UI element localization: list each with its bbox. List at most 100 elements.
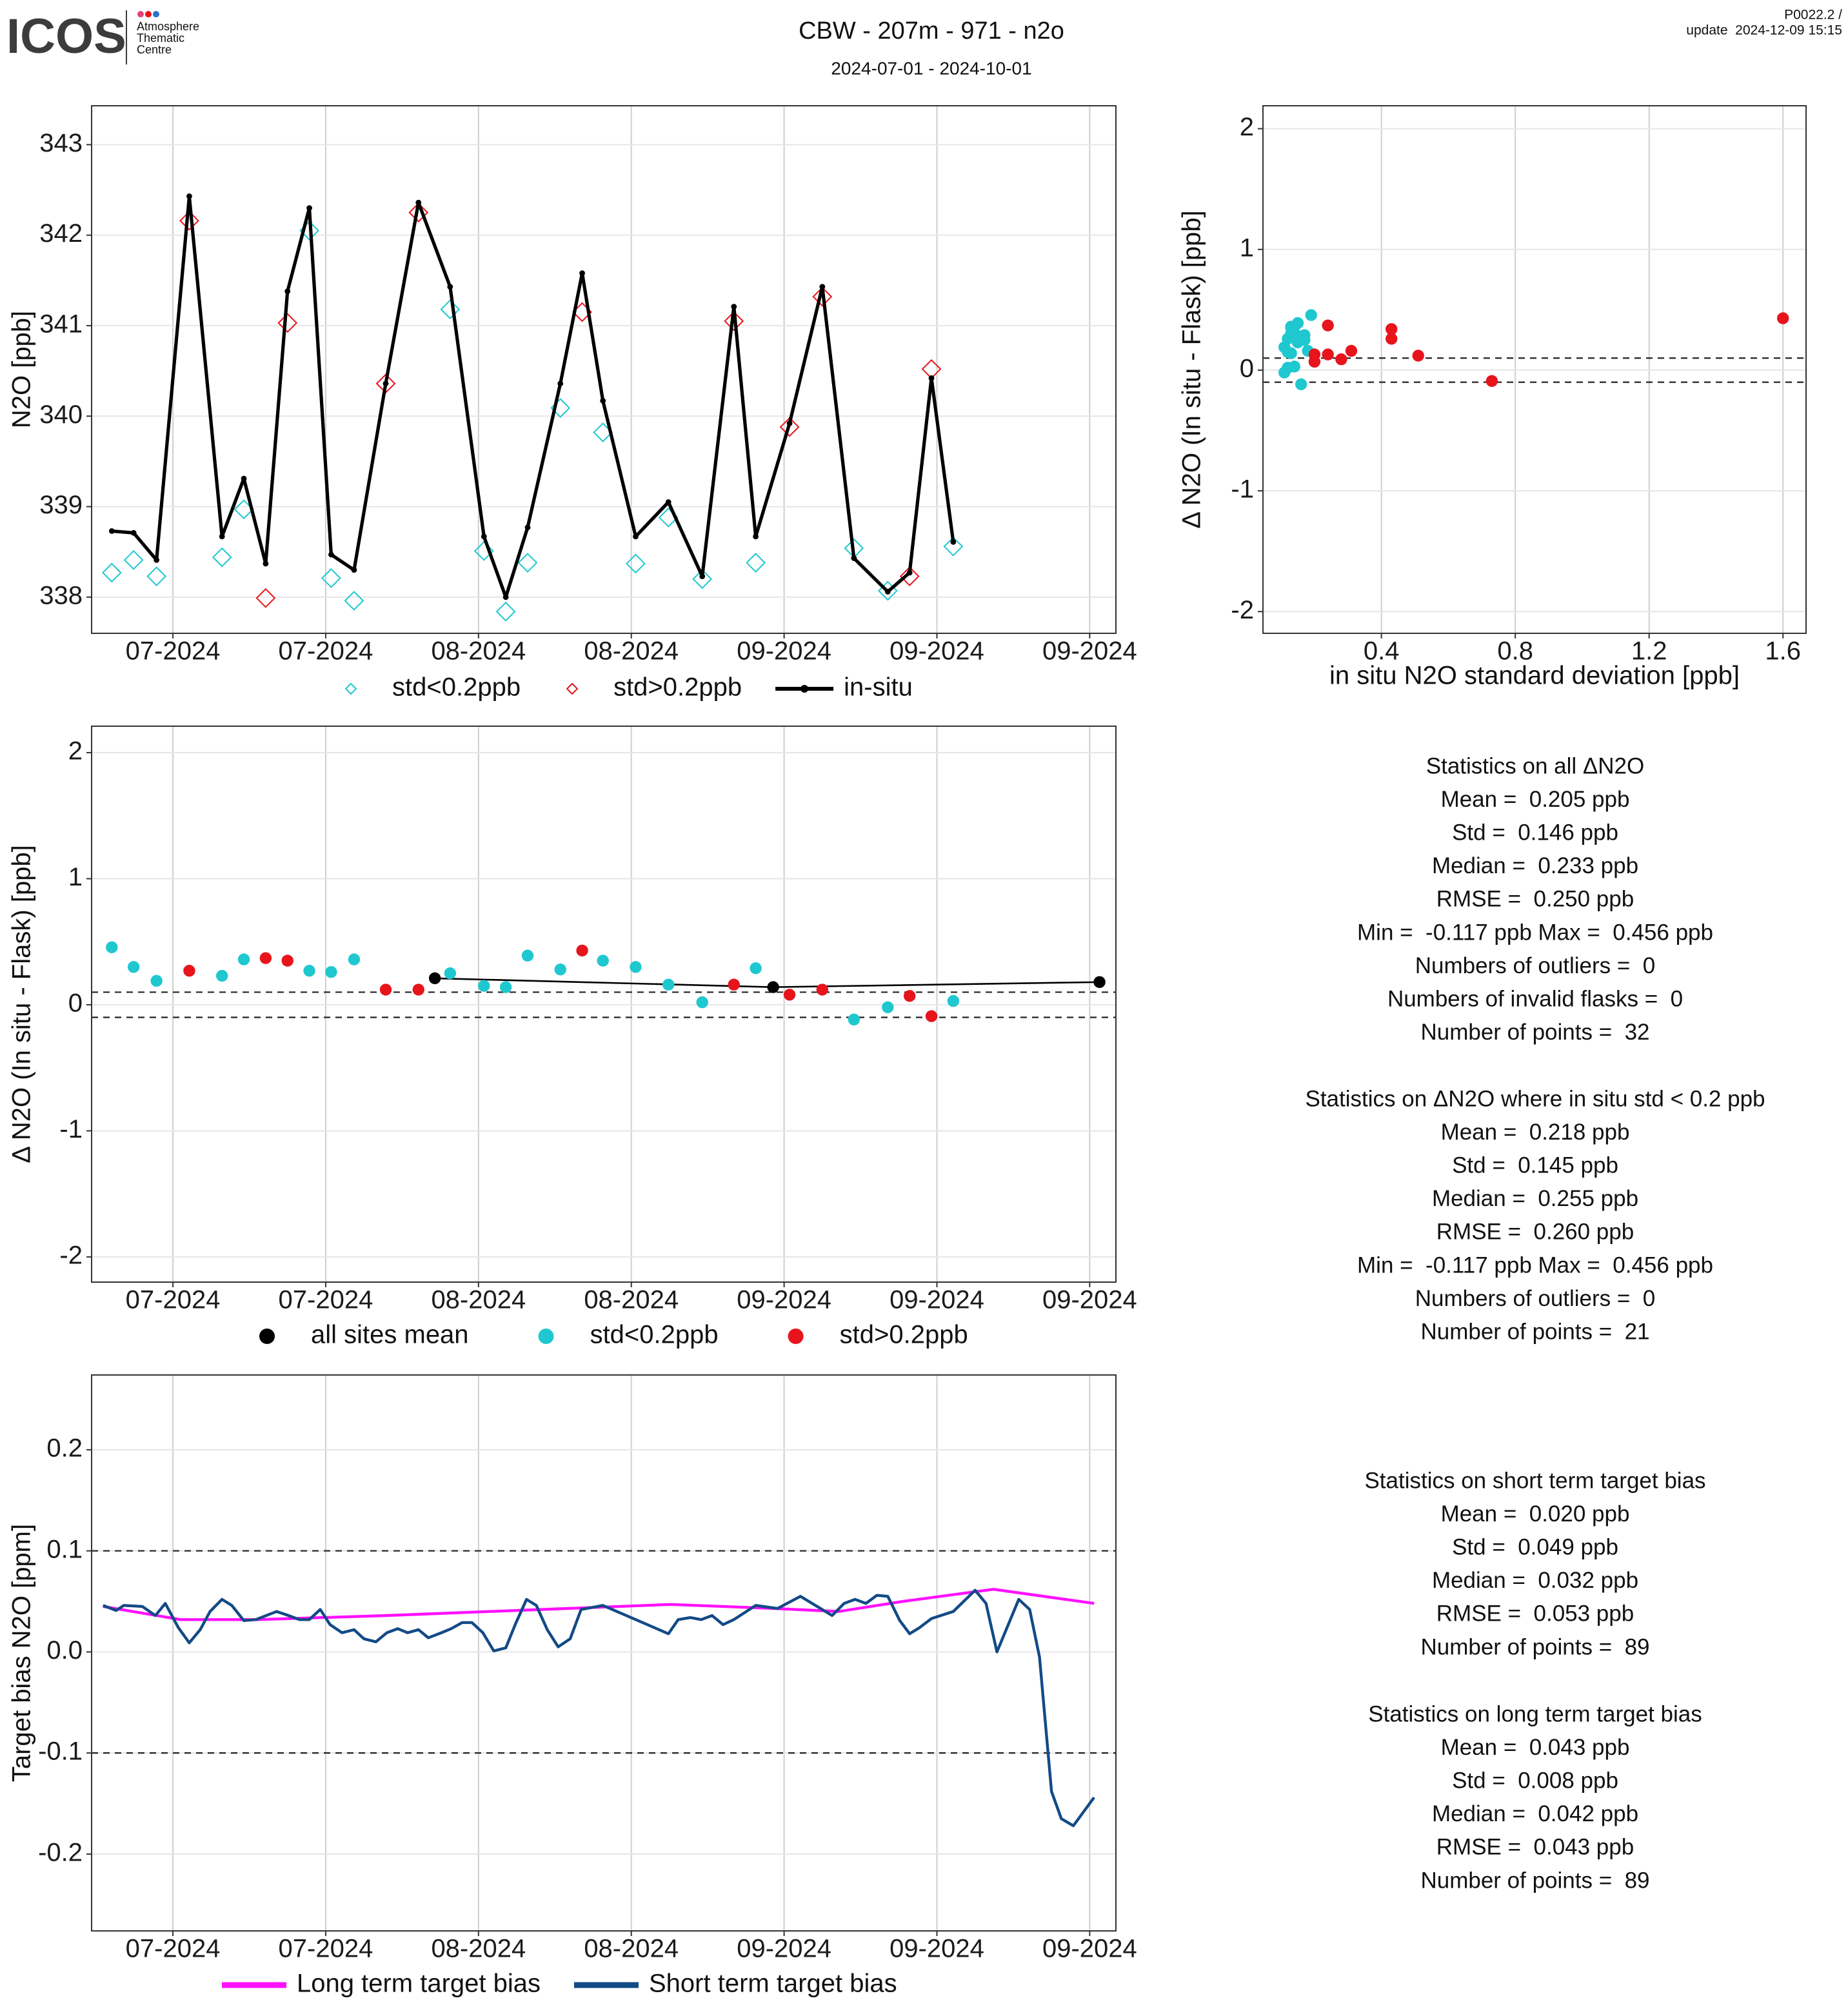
data-point [665, 499, 671, 505]
stats-line: Number of points = 89 [1420, 1868, 1649, 1893]
data-point [444, 967, 457, 980]
data-point [947, 994, 960, 1007]
logo-dot [137, 11, 144, 17]
y-axis-title: N2O [ppb] [8, 311, 36, 428]
data-point [1308, 355, 1321, 368]
x-tick-label: 09-2024 [737, 637, 831, 666]
x-tick-label: 07-2024 [126, 1286, 221, 1314]
data-point [950, 539, 957, 545]
stats-line: Number of points = 21 [1420, 1319, 1649, 1344]
data-point [600, 398, 606, 404]
stats-line: Numbers of invalid flasks = 0 [1387, 986, 1683, 1011]
data-point [1285, 347, 1297, 359]
data-point [241, 475, 247, 482]
x-tick-label: 07-2024 [126, 1935, 221, 1963]
logo-line: Atmosphere [137, 20, 199, 33]
legend-symbol [800, 685, 809, 693]
stats-line: Median = 0.233 ppb [1432, 853, 1638, 878]
data-point [783, 989, 796, 1001]
y-tick-label: -1 [59, 1115, 83, 1143]
data-point [819, 284, 826, 290]
data-point [1412, 350, 1424, 362]
data-point [408, 203, 429, 222]
y-tick-label: 0.1 [46, 1535, 83, 1563]
data-point [219, 533, 225, 540]
data-point [746, 553, 766, 573]
logo-line: Thematic [137, 32, 184, 44]
y-tick-label: 342 [39, 219, 83, 248]
stats-line: Min = -0.117 ppb Max = 0.456 ppb [1357, 920, 1713, 945]
stats-line: Mean = 0.205 ppb [1441, 787, 1630, 812]
page-title: CBW - 207m - 971 - n2o [799, 17, 1064, 44]
data-point [812, 286, 833, 307]
y-tick-label: 1 [1240, 233, 1254, 262]
y-tick-label: 0 [1240, 354, 1254, 382]
legend-symbol [259, 1329, 275, 1344]
logo-dot [145, 11, 152, 17]
data-point [1386, 323, 1398, 335]
stats-line: Number of points = 89 [1420, 1634, 1649, 1659]
data-point [150, 974, 163, 987]
stats-line: Std = 0.146 ppb [1452, 820, 1618, 845]
stats-title: Statistics on all ΔN2O [1426, 753, 1645, 778]
data-point [106, 941, 118, 954]
data-point [925, 1010, 938, 1022]
logo-line: Centre [137, 43, 172, 56]
x-tick-label: 1.2 [1631, 637, 1667, 666]
data-point [478, 980, 490, 992]
data-point [928, 375, 935, 381]
data-point [882, 1001, 894, 1014]
stats-line: RMSE = 0.043 ppb [1436, 1835, 1634, 1860]
data-point [499, 981, 512, 993]
data-point [906, 569, 913, 576]
data-point [108, 528, 115, 534]
legend-symbol [566, 682, 579, 695]
data-point [344, 591, 364, 611]
stats-title: Statistics on short term target bias [1364, 1468, 1705, 1493]
x-tick-label: 1.6 [1765, 637, 1801, 666]
data-point [943, 536, 964, 557]
data-point [321, 568, 341, 588]
x-tick-label: 09-2024 [889, 1935, 984, 1963]
y-tick-label: 2 [1240, 113, 1254, 141]
data-point [662, 978, 675, 991]
y-tick-label: 341 [39, 310, 83, 339]
stats-line: RMSE = 0.250 ppb [1436, 887, 1634, 912]
data-point [473, 540, 494, 561]
data-point [263, 560, 269, 567]
data-point [154, 557, 160, 563]
x-tick-label: 08-2024 [584, 637, 679, 666]
data-point [1278, 366, 1291, 379]
data-point [1322, 319, 1334, 331]
legend-symbol [344, 682, 357, 695]
data-point [259, 952, 272, 964]
data-point [123, 549, 144, 570]
plot-border [91, 105, 1117, 634]
data-point [1298, 329, 1311, 341]
data-point [1485, 375, 1498, 387]
logo: ICOS [6, 9, 126, 64]
stats-line: Mean = 0.218 ppb [1441, 1120, 1630, 1145]
data-point [237, 953, 250, 965]
data-point [351, 567, 357, 573]
update-date: update 2024-12-09 15:15 [1686, 23, 1842, 38]
y-tick-label: 340 [39, 400, 83, 429]
data-point [186, 193, 192, 199]
y-axis-title: Target bias N2O [ppm] [8, 1524, 36, 1782]
stats-line: Median = 0.255 ppb [1432, 1186, 1638, 1211]
stats-line: Numbers of outliers = 0 [1415, 953, 1656, 978]
data-point [851, 555, 857, 561]
x-tick-label: 09-2024 [1042, 1935, 1137, 1963]
data-point [884, 589, 891, 595]
legend-label: all sites mean [311, 1321, 469, 1349]
data-point [1288, 361, 1300, 373]
data-point [779, 417, 800, 437]
stats-line: Number of points = 32 [1420, 1020, 1649, 1045]
version: P0022.2 / [1784, 8, 1842, 23]
plot-area [92, 106, 1116, 633]
y-tick-label: 0 [68, 989, 83, 1018]
stats-line: Median = 0.032 ppb [1432, 1568, 1638, 1593]
x-tick-label: 0.8 [1497, 637, 1533, 666]
x-tick-label: 07-2024 [279, 1286, 373, 1314]
y-tick-label: -0.2 [38, 1838, 83, 1866]
